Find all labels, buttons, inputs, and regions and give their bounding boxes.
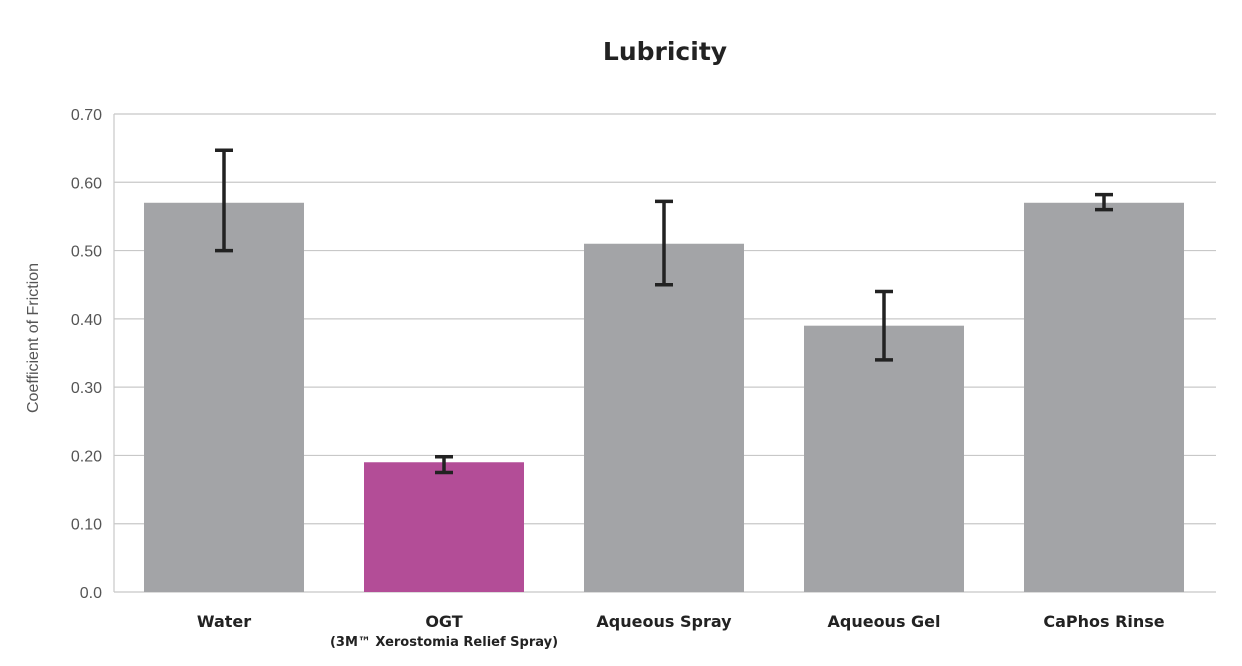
y-tick-label: 0.40 bbox=[71, 312, 102, 329]
error-bars bbox=[215, 148, 1113, 475]
y-tick-label: 0.10 bbox=[71, 517, 102, 534]
chart-title: Lubricity bbox=[603, 37, 727, 66]
y-tick-label: 0.70 bbox=[71, 107, 102, 124]
y-axis-ticks: 0.0 0.10 0.20 0.30 0.40 0.50 0.60 0.70 bbox=[71, 107, 102, 602]
bars bbox=[144, 202, 1184, 592]
bar-ogt bbox=[364, 462, 524, 592]
y-tick-label: 0.20 bbox=[71, 448, 102, 465]
x-tick-label: Aqueous Gel bbox=[827, 612, 940, 631]
bar-aqueous-gel bbox=[804, 325, 964, 592]
error-bar bbox=[215, 148, 233, 253]
error-bar bbox=[875, 289, 893, 362]
x-tick-label: Aqueous Spray bbox=[596, 612, 732, 631]
x-tick-sublabel: (3M™ Xerostomia Relief Spray) bbox=[330, 635, 558, 650]
y-tick-label: 0.30 bbox=[71, 380, 102, 397]
x-tick-label: CaPhos Rinse bbox=[1043, 612, 1164, 631]
x-tick-label: Water bbox=[197, 612, 251, 631]
bar-aqueous-spray bbox=[584, 243, 744, 592]
y-tick-label: 0.60 bbox=[71, 175, 102, 192]
y-tick-label: 0.0 bbox=[80, 585, 102, 602]
error-bar bbox=[655, 199, 673, 287]
bar-caphos-rinse bbox=[1024, 202, 1184, 592]
x-axis-ticks: Water OGT (3M™ Xerostomia Relief Spray) Aqu… bbox=[197, 612, 1165, 650]
x-tick-label: OGT bbox=[425, 612, 462, 631]
error-bar bbox=[1095, 192, 1113, 212]
error-bar bbox=[435, 455, 453, 475]
y-tick-label: 0.50 bbox=[71, 244, 102, 261]
bar-water bbox=[144, 202, 304, 592]
y-axis-label: Coefficient of Friction bbox=[25, 263, 42, 413]
